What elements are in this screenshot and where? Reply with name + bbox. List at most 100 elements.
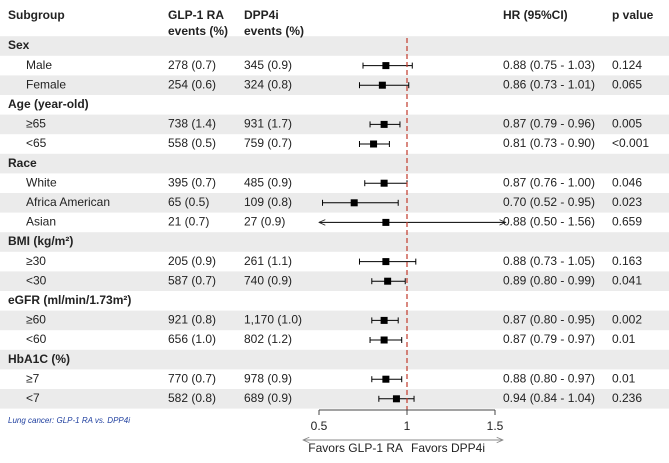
p-value: 0.005 xyxy=(612,117,642,131)
x-tick-label: 0.5 xyxy=(311,419,328,433)
x-tick-label: 1 xyxy=(404,419,411,433)
group-label: BMI (kg/m²) xyxy=(8,234,73,248)
glp1-events: 558 (0.5) xyxy=(168,136,216,150)
row-band xyxy=(0,389,669,409)
dpp4i-events: 689 (0.9) xyxy=(244,391,292,405)
favors-right: Favors DPP4i xyxy=(411,441,485,455)
p-value: 0.046 xyxy=(612,175,642,189)
dpp4i-events: 485 (0.9) xyxy=(244,175,292,189)
glp1-events: 278 (0.7) xyxy=(168,58,216,72)
hr-marker xyxy=(370,140,378,148)
glp1-events: 921 (0.8) xyxy=(168,313,216,327)
glp1-events: 587 (0.7) xyxy=(168,273,216,287)
subgroup-label: Female xyxy=(26,77,66,91)
hr-marker xyxy=(382,62,390,70)
subgroup-label: <60 xyxy=(26,332,47,346)
dpp4i-events: 802 (1.2) xyxy=(244,332,292,346)
hr-marker xyxy=(380,120,388,128)
hr-marker xyxy=(380,336,388,344)
dpp4i-events: 931 (1.7) xyxy=(244,117,292,131)
p-value: 0.124 xyxy=(612,58,642,72)
group-label: Race xyxy=(8,156,37,170)
glp1-events: 254 (0.6) xyxy=(168,77,216,91)
header-glp1: events (%) xyxy=(168,24,228,38)
p-value: 0.236 xyxy=(612,391,642,405)
subgroup-label: Asian xyxy=(26,215,56,229)
p-value: 0.659 xyxy=(612,215,642,229)
subgroup-label: ≥30 xyxy=(26,254,46,268)
glp1-events: 656 (1.0) xyxy=(168,332,216,346)
header-subgroup: Subgroup xyxy=(8,8,65,22)
header-p: p value xyxy=(612,8,654,22)
dpp4i-events: 1,170 (1.0) xyxy=(244,313,302,327)
group-label: eGFR (ml/min/1.73m²) xyxy=(8,293,131,307)
glp1-events: 21 (0.7) xyxy=(168,215,209,229)
hr-marker xyxy=(350,199,358,207)
hr-text: 0.87 (0.80 - 0.95) xyxy=(503,313,595,327)
glp1-events: 65 (0.5) xyxy=(168,195,209,209)
hr-marker xyxy=(384,277,392,285)
hr-marker xyxy=(382,375,390,383)
hr-marker xyxy=(382,258,390,266)
subgroup-label: Africa American xyxy=(26,195,110,209)
hr-text: 0.87 (0.79 - 0.96) xyxy=(503,117,595,131)
subgroup-label: <7 xyxy=(26,391,40,405)
row-band xyxy=(0,232,669,252)
subgroup-label: White xyxy=(26,175,57,189)
glp1-events: 582 (0.8) xyxy=(168,391,216,405)
row-band xyxy=(0,153,669,174)
p-value: 0.01 xyxy=(612,332,636,346)
hr-text: 0.86 (0.73 - 1.01) xyxy=(503,77,595,91)
hr-marker xyxy=(378,81,386,89)
row-band xyxy=(0,114,669,135)
hr-text: 0.88 (0.80 - 0.97) xyxy=(503,371,595,385)
subgroup-label: <65 xyxy=(26,136,47,150)
p-value: 0.023 xyxy=(612,195,642,209)
hr-marker xyxy=(382,218,390,226)
glp1-events: 738 (1.4) xyxy=(168,117,216,131)
header-dpp4i: DPP4i xyxy=(244,8,279,22)
dpp4i-events: 324 (0.8) xyxy=(244,77,292,91)
glp1-events: 395 (0.7) xyxy=(168,175,216,189)
hr-text: 0.88 (0.73 - 1.05) xyxy=(503,254,595,268)
group-label: Sex xyxy=(8,38,30,52)
hr-marker xyxy=(380,316,388,324)
hr-text: 0.88 (0.75 - 1.03) xyxy=(503,58,595,72)
subgroup-label: ≥60 xyxy=(26,313,46,327)
dpp4i-events: 740 (0.9) xyxy=(244,273,292,287)
p-value: 0.01 xyxy=(612,371,636,385)
hr-text: 0.89 (0.80 - 0.99) xyxy=(503,273,595,287)
p-value: <0.001 xyxy=(612,136,649,150)
x-tick-label: 1.5 xyxy=(487,419,504,433)
header-glp1: GLP-1 RA xyxy=(168,8,224,22)
dpp4i-events: 27 (0.9) xyxy=(244,215,285,229)
dpp4i-events: 109 (0.8) xyxy=(244,195,292,209)
favors-left: Favors GLP-1 RA xyxy=(308,441,403,455)
row-band xyxy=(0,349,669,370)
hr-text: 0.70 (0.52 - 0.95) xyxy=(503,195,595,209)
note: Lung cancer: GLP-1 RA vs. DPP4i xyxy=(8,416,130,425)
subgroup-label: <30 xyxy=(26,273,47,287)
hr-text: 0.81 (0.73 - 0.90) xyxy=(503,136,595,150)
hr-marker xyxy=(380,179,388,187)
dpp4i-events: 759 (0.7) xyxy=(244,136,292,150)
hr-text: 0.87 (0.76 - 1.00) xyxy=(503,175,595,189)
header-hr: HR (95%CI) xyxy=(503,8,568,22)
row-band xyxy=(0,36,669,56)
hr-text: 0.88 (0.50 - 1.56) xyxy=(503,215,595,229)
group-label: Age (year-old) xyxy=(8,97,89,111)
row-band xyxy=(0,310,669,331)
p-value: 0.065 xyxy=(612,77,642,91)
dpp4i-events: 261 (1.1) xyxy=(244,254,292,268)
dpp4i-events: 345 (0.9) xyxy=(244,58,292,72)
subgroup-label: ≥65 xyxy=(26,117,46,131)
row-band xyxy=(0,75,669,95)
hr-text: 0.87 (0.79 - 0.97) xyxy=(503,332,595,346)
subgroup-label: Male xyxy=(26,58,52,72)
p-value: 0.041 xyxy=(612,273,642,287)
glp1-events: 205 (0.9) xyxy=(168,254,216,268)
glp1-events: 770 (0.7) xyxy=(168,371,216,385)
hr-marker xyxy=(392,395,400,403)
group-label: HbA1C (%) xyxy=(8,352,70,366)
